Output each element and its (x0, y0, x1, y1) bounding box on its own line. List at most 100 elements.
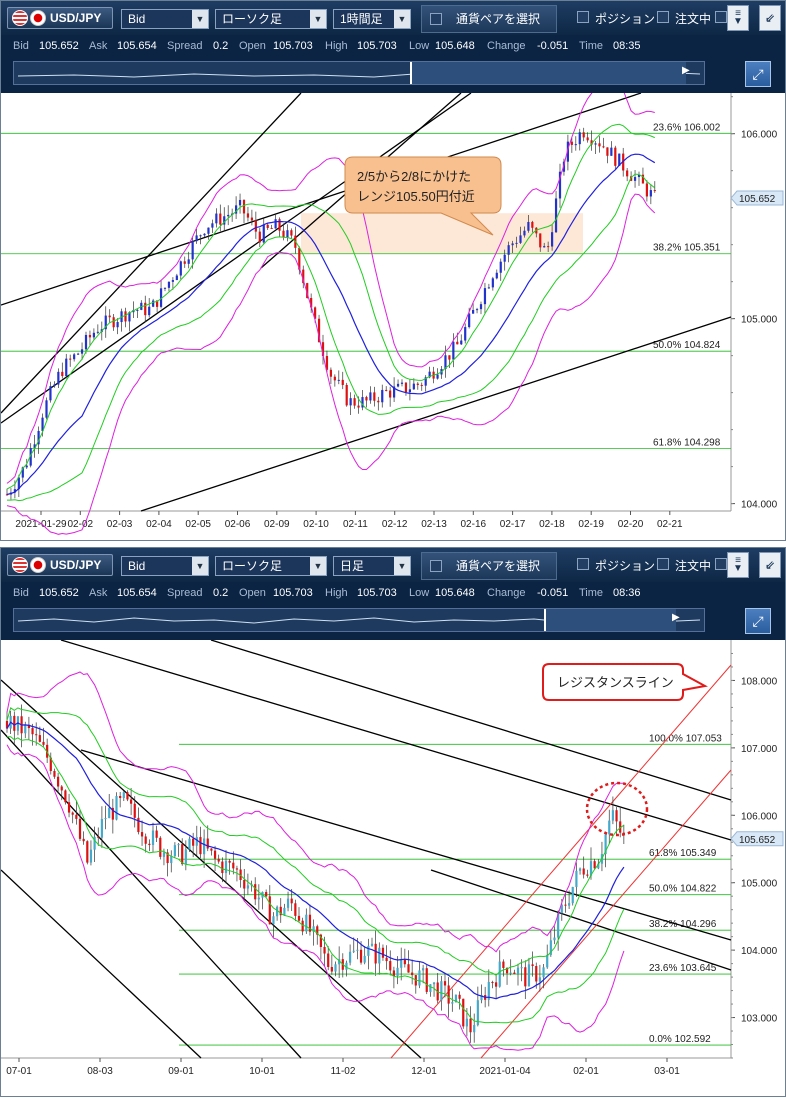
scroll-thumb[interactable] (544, 609, 676, 631)
daily-chart[interactable]: 100.0% 107.053 61.8% 105.349 50.0% 104.822… (1, 640, 785, 1096)
price-type-select[interactable]: Bid ▼ (121, 9, 209, 29)
candle-body (582, 868, 585, 875)
pair-select-button[interactable]: 通貨ペアを選択 (421, 552, 557, 580)
order-checkbox[interactable] (657, 11, 669, 23)
candle-body (554, 198, 558, 233)
position-checkbox[interactable] (577, 558, 589, 570)
expand-icon[interactable]: ⤢ (745, 608, 771, 634)
position-label: ポジション (595, 559, 656, 573)
pair-checkbox[interactable] (430, 13, 442, 25)
candle-body (111, 807, 114, 820)
x-tick-label: 02-05 (185, 519, 211, 530)
spread-label: Spread (167, 40, 203, 52)
collapse-arrow-icon[interactable]: ⇙ (759, 5, 781, 31)
menu-icon[interactable]: ≡ ▼ (727, 552, 749, 578)
candle-body (436, 374, 439, 379)
candle-body (163, 287, 167, 289)
candle-body (575, 870, 578, 887)
candle-body (166, 852, 169, 864)
candle-body (507, 245, 510, 255)
x-tick-label: 02-01 (573, 1066, 599, 1077)
scroll-track[interactable]: ▶ (13, 608, 705, 632)
chevron-down-icon: ▼ (192, 10, 208, 28)
candle-body (586, 874, 589, 876)
candle-body (177, 844, 180, 846)
candle-body (227, 214, 230, 217)
order-checkbox[interactable] (657, 558, 669, 570)
candle-body (232, 862, 235, 869)
price-type-select[interactable]: Bid ▼ (121, 556, 209, 576)
symbol-selector[interactable]: USD/JPY (7, 554, 113, 576)
candle-body (37, 430, 40, 445)
candle-body (124, 311, 127, 322)
timeframe-value: 日足 (340, 559, 365, 573)
candle-body (447, 985, 450, 1004)
scroll-thumb[interactable] (410, 62, 686, 84)
candle-body (213, 850, 217, 859)
extra-checkbox[interactable] (715, 11, 727, 23)
candle-body (619, 821, 622, 833)
candle-body (503, 254, 506, 262)
chart-type-select[interactable]: ローソク足 ▼ (215, 9, 327, 29)
open-value: 105.703 (273, 587, 313, 599)
candle-body (527, 221, 530, 231)
extra-checkbox[interactable] (715, 558, 727, 570)
candle-body (411, 972, 414, 976)
candle-body (184, 849, 187, 865)
y-tick-label: 104.000 (741, 500, 778, 511)
scroll-right-arrow-icon[interactable]: ▶ (672, 612, 680, 623)
timeframe-select[interactable]: 日足 ▼ (333, 556, 411, 576)
candle-body (452, 341, 455, 360)
trend-line (1, 869, 202, 1059)
candle-body (302, 269, 305, 284)
chart-type-select[interactable]: ローソク足 ▼ (215, 556, 327, 576)
candle-body (97, 836, 100, 838)
position-checkbox[interactable] (577, 11, 589, 23)
candle-body (422, 968, 425, 971)
candle-body (451, 1002, 454, 1004)
trend-line (1, 679, 422, 1059)
collapse-arrow-icon[interactable]: ⇙ (759, 552, 781, 578)
candle-body (571, 886, 574, 904)
candle-body (418, 970, 421, 986)
candle-body (462, 998, 465, 1027)
candle-body (626, 170, 629, 177)
candle-body (618, 153, 621, 166)
expand-icon[interactable]: ⤢ (745, 61, 771, 87)
scroll-track[interactable]: ▶ (13, 61, 705, 85)
candle-body (84, 334, 88, 350)
candle-body (151, 830, 155, 846)
candle-body (593, 861, 596, 869)
candle-body (162, 852, 166, 857)
candle-body (403, 959, 406, 965)
candle-body (407, 964, 410, 973)
menu-icon[interactable]: ≡ ▼ (727, 5, 749, 31)
candle-body (41, 417, 44, 431)
pair-checkbox[interactable] (430, 560, 442, 572)
scroll-right-arrow-icon[interactable]: ▶ (682, 65, 690, 76)
candle-body (33, 444, 36, 449)
candle-body (126, 792, 129, 800)
symbol-selector[interactable]: USD/JPY (7, 7, 113, 29)
low-label: Low (409, 587, 430, 599)
bid-label: Bid (13, 587, 29, 599)
candle-body (557, 913, 560, 938)
hourly-chart[interactable]: 23.6% 106.002 38.2% 105.351 50.0% 104.824 6… (1, 93, 785, 540)
pair-select-button[interactable]: 通貨ペアを選択 (421, 5, 557, 33)
bollinger-upper-1sigma (6, 706, 625, 976)
fib-level-label: 0.0% 102.592 (649, 1034, 711, 1045)
candle-body (420, 384, 423, 386)
candle-body (400, 959, 403, 968)
candle-body (71, 812, 74, 815)
chevron-down-icon: ▼ (310, 10, 326, 28)
candle-body (560, 904, 563, 914)
candle-body (653, 190, 656, 192)
y-tick-label: 105.000 (741, 879, 778, 890)
timeframe-select[interactable]: 1時間足 ▼ (333, 9, 411, 29)
fib-level-label: 61.8% 105.349 (649, 848, 717, 859)
candle-body (286, 898, 290, 908)
candle-body (297, 915, 301, 921)
candle-body (633, 177, 637, 181)
candle-body (279, 906, 282, 916)
